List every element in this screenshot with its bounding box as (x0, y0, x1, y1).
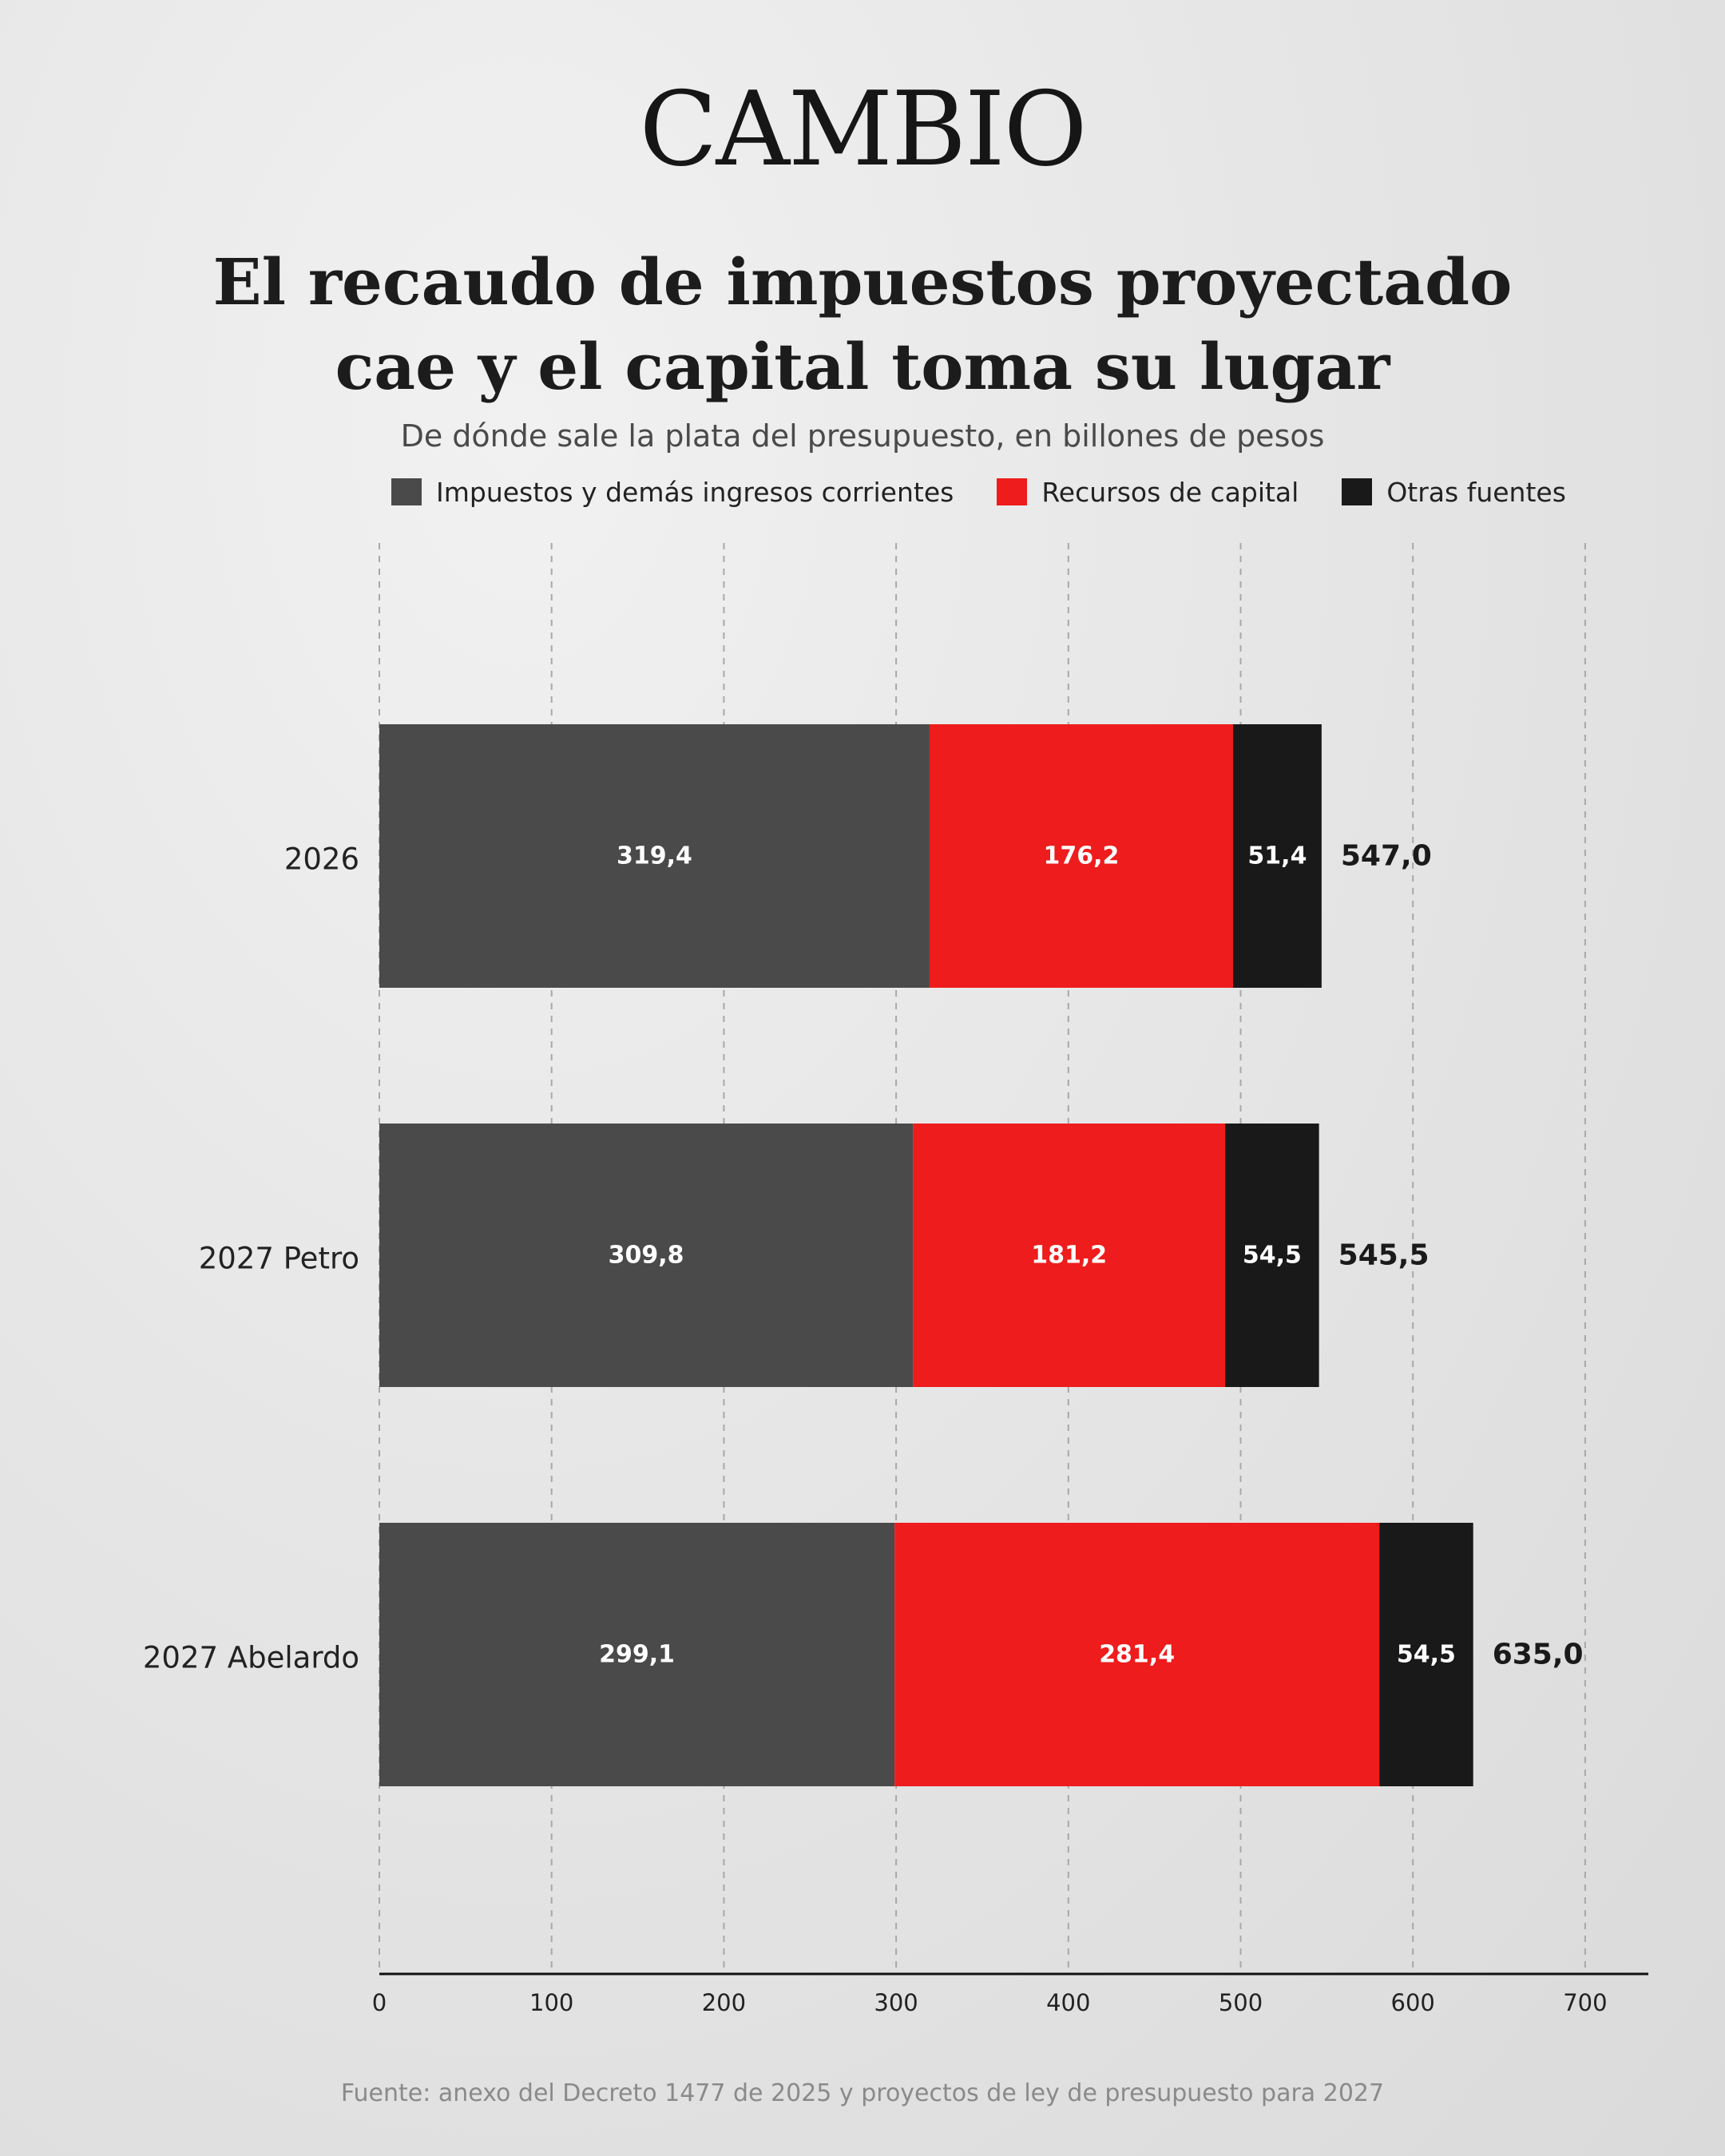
legend-label-otras: Otras fuentes (1386, 476, 1566, 508)
legend-item-capital: Recursos de capital (997, 477, 1299, 508)
category-label: 2026 (284, 842, 359, 877)
bar-segment (1225, 1124, 1319, 1387)
brand-logo: CAMBIO (639, 70, 1088, 189)
legend-label-impuestos: Impuestos y demás ingresos corrientes (436, 476, 954, 508)
x-tick-label: 100 (529, 1989, 573, 2016)
bar-value-label: 181,2 (1031, 1242, 1107, 1270)
chart-subtitle: De dónde sale la plata del presupuesto, … (400, 418, 1325, 454)
bar-segment (894, 1523, 1380, 1786)
x-tick-label: 400 (1046, 1989, 1090, 2016)
bar-total-label: 545,5 (1338, 1239, 1430, 1272)
bar-segment (1379, 1523, 1473, 1786)
bar-segment (379, 1523, 895, 1786)
legend-item-impuestos: Impuestos y demás ingresos corrientes (391, 477, 954, 508)
legend-item-otras: Otras fuentes (1342, 477, 1566, 508)
bar-value-label: 176,2 (1044, 842, 1120, 870)
category-label: 2027 Abelardo (143, 1641, 359, 1675)
chart-title: El recaudo de impuestos proyectado cae y… (144, 240, 1581, 409)
bar-segment (929, 724, 1234, 988)
x-tick-label: 0 (372, 1989, 387, 2016)
legend-swatch-capital (997, 478, 1028, 505)
bar-value-label: 54,5 (1243, 1242, 1302, 1270)
bar-value-label: 299,1 (599, 1641, 675, 1669)
bar-value-label: 51,4 (1247, 842, 1307, 870)
bar-value-label: 319,4 (617, 842, 692, 870)
bar-segment (379, 1124, 914, 1387)
x-tick-label: 600 (1391, 1989, 1435, 2016)
source-note: Fuente: anexo del Decreto 1477 de 2025 y… (340, 2079, 1385, 2107)
title-line-1: El recaudo de impuestos proyectado (212, 244, 1513, 319)
bar-segment (913, 1124, 1226, 1387)
x-tick-label: 300 (874, 1989, 918, 2016)
legend-swatch-otras (1342, 478, 1373, 505)
bar-total-label: 547,0 (1341, 840, 1432, 873)
bar-value-label: 54,5 (1397, 1641, 1456, 1669)
bar-value-label: 309,8 (609, 1242, 684, 1270)
legend-label-capital: Recursos de capital (1041, 476, 1299, 508)
x-tick-label: 500 (1219, 1989, 1263, 2016)
bar-segment (1233, 724, 1322, 988)
bar-value-label: 281,4 (1099, 1641, 1175, 1669)
legend: Impuestos y demás ingresos corrientes Re… (391, 474, 1566, 509)
category-label: 2027 Petro (199, 1242, 359, 1276)
x-tick-label: 700 (1563, 1989, 1607, 2016)
bar-segment (379, 724, 930, 988)
legend-swatch-impuestos (391, 478, 422, 505)
x-tick-label: 200 (702, 1989, 746, 2016)
title-line-2: cae y el capital toma su lugar (335, 329, 1390, 404)
bar-total-label: 635,0 (1493, 1639, 1584, 1671)
